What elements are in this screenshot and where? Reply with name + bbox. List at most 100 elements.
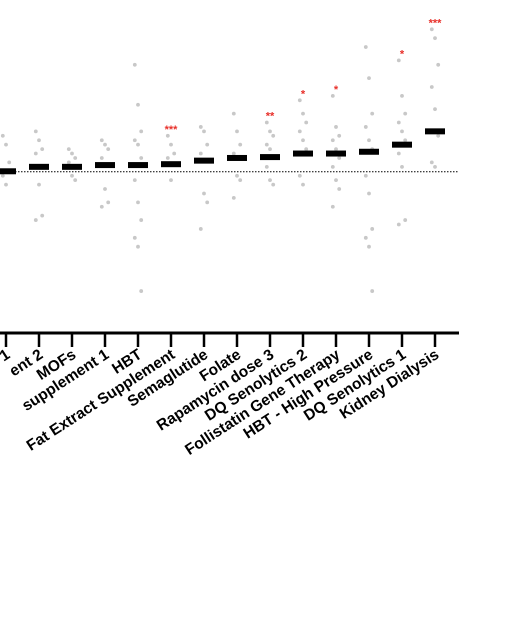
data-point bbox=[330, 138, 335, 143]
median-bar bbox=[227, 154, 247, 161]
median-bar bbox=[260, 154, 280, 161]
data-point bbox=[301, 138, 305, 143]
data-point bbox=[297, 173, 302, 178]
data-point bbox=[132, 62, 137, 67]
data-point bbox=[172, 151, 177, 156]
data-point bbox=[337, 156, 342, 160]
data-point bbox=[433, 36, 437, 41]
data-point bbox=[433, 107, 437, 112]
data-point bbox=[33, 129, 38, 134]
data-point bbox=[37, 182, 41, 187]
data-point bbox=[337, 187, 342, 191]
data-point bbox=[297, 98, 302, 103]
data-point bbox=[363, 173, 368, 178]
data-point bbox=[264, 164, 269, 169]
data-point bbox=[367, 76, 371, 81]
data-point bbox=[297, 129, 302, 134]
data-point bbox=[330, 164, 335, 169]
median-bar bbox=[128, 162, 148, 169]
median-bar bbox=[293, 150, 313, 157]
data-point bbox=[198, 227, 203, 231]
data-point bbox=[202, 129, 206, 134]
data-point bbox=[139, 289, 144, 293]
data-point bbox=[330, 204, 335, 209]
data-point bbox=[400, 93, 404, 98]
data-point bbox=[271, 133, 276, 138]
data-point bbox=[66, 160, 71, 165]
data-point bbox=[40, 213, 45, 218]
data-point bbox=[268, 147, 272, 151]
data-point bbox=[136, 102, 140, 107]
data-point bbox=[264, 142, 269, 147]
data-point bbox=[429, 85, 434, 89]
data-point bbox=[99, 138, 104, 143]
data-point bbox=[70, 173, 74, 178]
median-bar bbox=[0, 168, 16, 175]
data-point bbox=[235, 173, 239, 178]
x-axis bbox=[0, 331, 459, 347]
data-point bbox=[33, 151, 38, 156]
data-point bbox=[363, 45, 368, 49]
data-point bbox=[231, 196, 236, 200]
median-bar bbox=[425, 128, 445, 135]
data-point bbox=[165, 133, 170, 138]
data-point bbox=[370, 227, 375, 231]
data-point bbox=[99, 156, 104, 160]
data-point bbox=[367, 138, 371, 143]
data-point bbox=[363, 235, 368, 240]
data-point bbox=[400, 129, 404, 134]
data-point bbox=[304, 120, 309, 125]
data-point bbox=[304, 147, 309, 151]
data-point bbox=[139, 156, 144, 160]
data-point bbox=[103, 187, 107, 191]
median-bar bbox=[392, 141, 412, 148]
data-point bbox=[205, 200, 210, 205]
data-point bbox=[330, 93, 335, 98]
data-point bbox=[337, 133, 342, 138]
data-point bbox=[106, 147, 111, 151]
significance-label: * bbox=[301, 88, 306, 100]
data-point bbox=[136, 244, 140, 249]
data-point bbox=[4, 182, 8, 187]
data-point bbox=[363, 125, 368, 129]
median-bars bbox=[0, 128, 445, 175]
data-point bbox=[334, 125, 338, 129]
data-point bbox=[132, 138, 137, 143]
data-point bbox=[0, 173, 5, 178]
data-point bbox=[301, 111, 305, 116]
significance-label: ** bbox=[266, 110, 275, 122]
data-point bbox=[7, 160, 12, 165]
data-point bbox=[370, 111, 375, 116]
data-point bbox=[132, 178, 137, 183]
data-point bbox=[334, 147, 338, 151]
data-point bbox=[436, 62, 441, 67]
median-bar bbox=[62, 163, 82, 170]
median-bar bbox=[95, 162, 115, 169]
data-point bbox=[429, 27, 434, 32]
data-point bbox=[169, 178, 173, 183]
data-point bbox=[400, 164, 404, 169]
significance-labels: ****** ***** bbox=[165, 17, 443, 135]
data-point bbox=[33, 218, 38, 222]
data-point bbox=[198, 151, 203, 156]
data-point bbox=[136, 200, 140, 205]
data-point bbox=[139, 129, 144, 134]
significance-label: *** bbox=[165, 124, 179, 136]
data-point bbox=[70, 151, 74, 156]
data-point bbox=[99, 204, 104, 209]
data-point bbox=[403, 218, 408, 222]
data-point bbox=[0, 133, 5, 138]
data-point bbox=[436, 133, 441, 138]
data-point bbox=[235, 129, 239, 134]
data-point bbox=[238, 178, 243, 183]
data-point bbox=[403, 138, 408, 143]
data-point bbox=[396, 151, 401, 156]
median-bar bbox=[29, 163, 49, 170]
median-bar bbox=[359, 148, 379, 155]
data-point bbox=[103, 142, 107, 147]
data-point bbox=[66, 147, 71, 151]
data-point bbox=[136, 142, 140, 147]
data-point bbox=[396, 58, 401, 63]
data-point bbox=[370, 289, 375, 293]
